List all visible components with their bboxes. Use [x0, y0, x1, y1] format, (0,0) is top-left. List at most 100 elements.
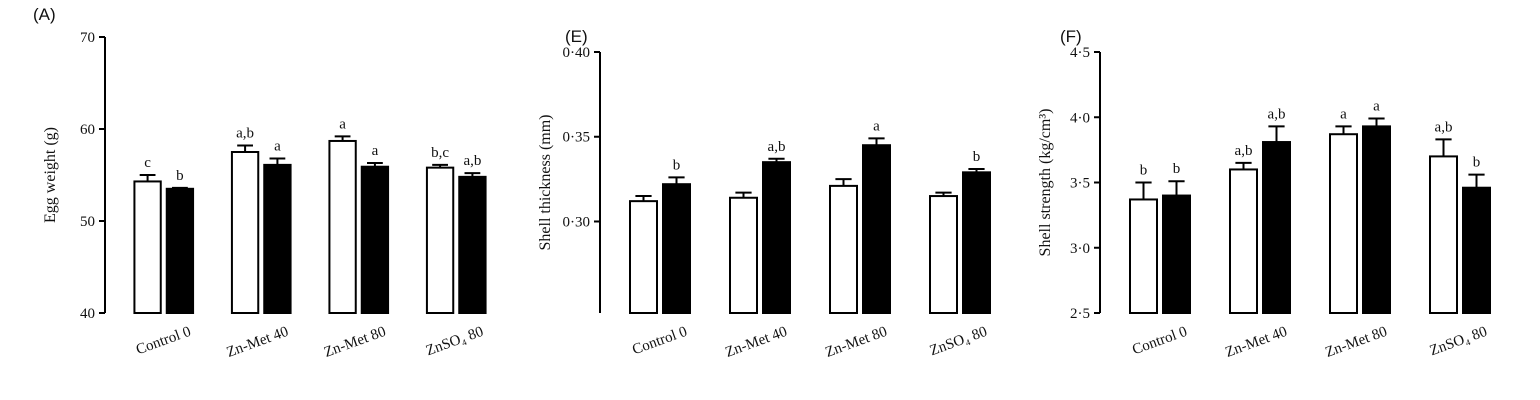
- error-bar: [464, 172, 481, 177]
- y-tick-label: 0·35: [563, 130, 591, 146]
- error-bar: [1168, 180, 1185, 196]
- significance-letter: a: [274, 138, 281, 154]
- error-bar: [735, 191, 752, 198]
- significance-letter: a,b: [463, 153, 481, 169]
- significance-letter: a,b: [236, 126, 254, 142]
- x-tick-label: Control 0: [134, 324, 193, 359]
- x-tick-label: ZnSO₄ 80: [928, 324, 990, 359]
- x-tick-label: ZnSO₄ 80: [1428, 324, 1490, 359]
- error-bar: [1268, 125, 1285, 143]
- error-bar: [172, 186, 188, 189]
- error-bar: [139, 174, 156, 182]
- x-tick-label: ZnSO₄ 80: [424, 324, 486, 359]
- bar: [929, 195, 958, 314]
- y-tick-label: 3·0: [1070, 241, 1090, 257]
- bar: [729, 196, 758, 314]
- significance-letter: a: [873, 118, 880, 134]
- y-tick-label: 70: [80, 30, 95, 46]
- error-bar: [1368, 117, 1385, 127]
- significance-letter: b: [176, 168, 184, 184]
- bar: [133, 180, 162, 314]
- bar: [829, 184, 858, 315]
- significance-letter: a: [339, 116, 346, 132]
- y-tick-label: 3·5: [1070, 176, 1090, 192]
- significance-letter: a,b: [1268, 106, 1286, 122]
- x-tick-label: Zn-Met 40: [1223, 324, 1289, 361]
- x-tick-label: Zn-Met 40: [224, 324, 290, 361]
- error-bar: [1335, 125, 1352, 135]
- significance-letter: a,b: [1435, 119, 1453, 135]
- error-bar: [432, 163, 448, 168]
- bar: [762, 161, 791, 314]
- significance-letter: b: [1173, 161, 1181, 177]
- y-tick-label: 4·0: [1070, 110, 1090, 126]
- y-tick-label: 60: [80, 122, 95, 138]
- significance-letter: b: [1140, 163, 1148, 179]
- panel: (A) Egg weight (g) 40 50 60 70 Control 0 c b Zn-M…: [33, 5, 487, 361]
- significance-letter: b,c: [431, 145, 449, 161]
- y-tick-label: 40: [80, 306, 95, 322]
- x-tick-label: Control 0: [1130, 324, 1189, 359]
- significance-letter: a,b: [1235, 143, 1253, 159]
- bar: [962, 171, 991, 314]
- bar: [458, 175, 487, 314]
- x-tick-label: Zn-Met 40: [723, 324, 789, 361]
- significance-letter: a: [1373, 99, 1380, 115]
- significance-letter: a: [1340, 106, 1347, 122]
- bar: [662, 183, 691, 314]
- bar: [360, 165, 390, 314]
- x-tick-label: Zn-Met 80: [322, 324, 388, 361]
- y-axis-label: Egg weight (g): [42, 127, 59, 223]
- bar: [230, 151, 260, 314]
- panel: (E) Shell thickness (mm) 0·30 0·35 0·40 Contr…: [537, 27, 991, 361]
- error-bar: [868, 137, 885, 146]
- bar: [425, 166, 455, 314]
- bar: [1329, 133, 1358, 314]
- bar: [629, 200, 658, 314]
- significance-letter: a: [372, 143, 379, 159]
- error-bar: [269, 157, 286, 165]
- error-bar: [237, 144, 253, 152]
- x-tick-label: Zn-Met 80: [1323, 324, 1389, 361]
- error-bar: [334, 135, 351, 141]
- panel-title: (F): [1060, 27, 1082, 46]
- significance-letter: a,b: [768, 139, 786, 155]
- bar: [1462, 186, 1491, 314]
- significance-letter: b: [973, 149, 981, 165]
- error-bar: [1235, 161, 1252, 170]
- panel-title: (E): [565, 27, 588, 46]
- significance-letter: b: [673, 157, 681, 173]
- error-bar: [1135, 181, 1152, 200]
- error-bar: [1468, 173, 1485, 188]
- y-tick-label: 0·30: [563, 214, 591, 230]
- y-tick-label: 4·5: [1070, 45, 1090, 61]
- bar: [1229, 168, 1258, 314]
- error-bar: [1435, 138, 1452, 157]
- panel-title: (A): [33, 5, 56, 24]
- error-bar: [635, 195, 652, 202]
- error-bar: [935, 191, 952, 197]
- error-bar: [968, 167, 985, 173]
- bar: [165, 187, 195, 314]
- y-tick-label: 2·5: [1070, 306, 1090, 322]
- y-tick-label: 50: [80, 214, 95, 230]
- bar: [862, 144, 891, 314]
- error-bar: [668, 176, 685, 185]
- x-tick-label: Control 0: [630, 324, 689, 359]
- significance-letter: b: [1473, 155, 1481, 171]
- bar: [263, 163, 292, 314]
- bar: [1262, 141, 1291, 314]
- significance-letter: c: [144, 155, 151, 171]
- y-tick-label: 0·40: [563, 45, 591, 61]
- panel: (F) Shell strength (kg/cm³) 2·5 3·0 3·5 4·0 4·…: [1037, 27, 1491, 361]
- bar: [1429, 155, 1458, 314]
- y-axis-label: Shell thickness (mm): [537, 115, 554, 251]
- bar: [1162, 194, 1191, 314]
- y-axis-label: Shell strength (kg/cm³): [1037, 109, 1054, 257]
- x-tick-label: Zn-Met 80: [823, 324, 889, 361]
- bar: [1129, 198, 1158, 314]
- error-bar: [835, 178, 852, 186]
- bar: [328, 139, 357, 314]
- bar: [1362, 125, 1391, 315]
